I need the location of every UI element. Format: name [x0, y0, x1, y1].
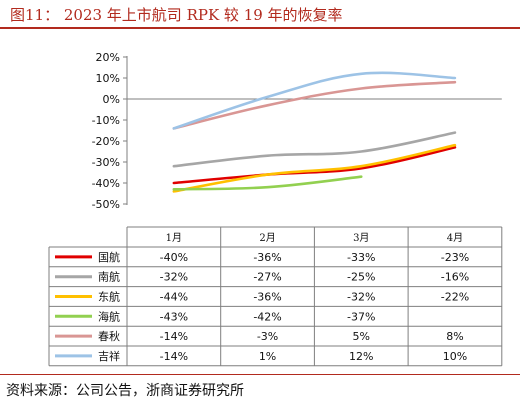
- y-tick-label: -50%: [92, 198, 120, 211]
- legend-label: 海航: [98, 309, 120, 323]
- data-label: -43%: [160, 310, 188, 323]
- data-point: [454, 146, 456, 149]
- data-label: -40%: [160, 251, 188, 264]
- data-point: [266, 186, 269, 188]
- data-label: -33%: [347, 251, 375, 264]
- data-label: -44%: [160, 291, 188, 304]
- data-label: -25%: [347, 271, 375, 284]
- data-point: [173, 127, 175, 130]
- data-label: 12%: [349, 350, 373, 363]
- data-point: [173, 188, 175, 191]
- data-point: [360, 167, 363, 170]
- y-tick-label: -40%: [92, 177, 120, 190]
- data-label: -14%: [160, 350, 188, 363]
- legend-label: 东航: [98, 290, 120, 304]
- data-label: 8%: [446, 330, 463, 343]
- data-point: [360, 165, 363, 167]
- data-point: [360, 150, 363, 153]
- data-point: [266, 104, 269, 107]
- data-point: [454, 77, 456, 79]
- footer-rule: [0, 374, 520, 375]
- y-tick-label: 10%: [96, 72, 120, 85]
- data-point: [360, 175, 363, 178]
- legend-label: 南航: [98, 270, 120, 284]
- data-point: [173, 182, 175, 184]
- data-label: -37%: [347, 310, 375, 323]
- title-rule: [0, 27, 520, 29]
- series-line-2: [172, 131, 457, 168]
- y-tick-label: 0%: [103, 93, 120, 106]
- data-label: -27%: [253, 271, 281, 284]
- legend-label: 吉祥: [98, 349, 120, 363]
- data-point: [173, 165, 175, 167]
- y-tick-label: -20%: [92, 135, 120, 148]
- data-label: -42%: [253, 310, 281, 323]
- data-label: -36%: [253, 251, 281, 264]
- y-tick-label: -10%: [92, 114, 120, 127]
- data-label: -3%: [257, 330, 278, 343]
- data-label: -32%: [347, 291, 375, 304]
- series-lines: [172, 71, 457, 193]
- series-line-6: [172, 71, 457, 130]
- x-category-label: 4月: [447, 232, 463, 244]
- data-label: 10%: [443, 350, 467, 363]
- data-label: -36%: [253, 291, 281, 304]
- source-note: 资料来源：公司公告，浙商证券研究所: [6, 383, 244, 399]
- series-line-1: [172, 146, 457, 185]
- data-label: 5%: [353, 330, 370, 343]
- y-axis: 20% 10% 0% -10% -20% -30% -40% -50%: [92, 51, 502, 211]
- data-point: [173, 190, 175, 193]
- figure-title: 图11： 2023 年上市航司 RPK 较 19 年的恢复率: [10, 6, 343, 24]
- series-line-3: [172, 143, 457, 193]
- x-category-label: 1月: [166, 232, 182, 244]
- y-tick-label: -30%: [92, 156, 120, 169]
- data-point: [360, 73, 363, 75]
- data-label: -16%: [441, 271, 469, 284]
- data-label: -14%: [160, 330, 188, 343]
- legend-label: 国航: [98, 250, 120, 264]
- x-category-label: 3月: [353, 232, 369, 244]
- series-line-5: [172, 80, 457, 130]
- data-point: [454, 131, 456, 134]
- data-label: -32%: [160, 271, 188, 284]
- y-tick-label: 20%: [96, 51, 120, 64]
- data-point: [454, 81, 456, 83]
- data-point: [454, 144, 456, 146]
- data-label: 1%: [259, 350, 276, 363]
- legend-label: 春秋: [98, 329, 120, 343]
- data-point: [266, 154, 269, 157]
- x-category-label: 2月: [259, 232, 275, 244]
- data-point: [360, 87, 363, 90]
- data-point: [266, 173, 269, 176]
- data-label: -22%: [441, 291, 469, 304]
- data-point: [266, 96, 269, 98]
- data-label: -23%: [441, 251, 469, 264]
